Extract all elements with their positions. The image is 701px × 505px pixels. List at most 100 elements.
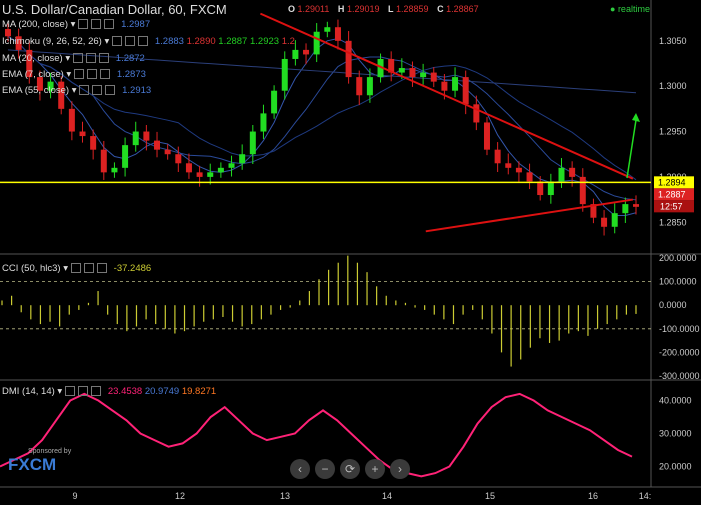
- candle-body: [249, 131, 256, 155]
- cci-tick-label: 100.0000: [659, 277, 697, 287]
- price-tick-label: 1.3050: [659, 36, 687, 46]
- forecast-arrowhead: [632, 113, 640, 122]
- candle-body: [122, 145, 129, 168]
- close-icon[interactable]: [105, 85, 116, 96]
- legend-cci[interactable]: CCI (50, hlc3) ▾ -37.2486: [2, 263, 152, 274]
- legend-dmi[interactable]: DMI (14, 14) ▾ 23.4538 20.9749 19.8271: [2, 386, 217, 397]
- visibility-icon[interactable]: [65, 386, 76, 397]
- candle-body: [58, 81, 65, 109]
- scroll-left-button[interactable]: ‹: [290, 459, 310, 479]
- legend-ma200[interactable]: MA (200, close) ▾ 1.2987: [2, 19, 151, 30]
- zoom-in-button[interactable]: +: [365, 459, 385, 479]
- visibility-icon[interactable]: [78, 19, 89, 30]
- candle-body: [547, 181, 554, 196]
- candle-body: [420, 72, 427, 78]
- visibility-icon[interactable]: [73, 53, 84, 64]
- candle-body: [345, 40, 352, 78]
- candle-body: [324, 27, 331, 32]
- price-tick-label: 1.3000: [659, 81, 687, 91]
- time-axis-label: 16: [588, 491, 598, 501]
- candle-body: [292, 49, 299, 59]
- settings-icon[interactable]: [86, 53, 97, 64]
- ohlc-high: H 1.29019: [337, 4, 380, 14]
- candle-body: [473, 104, 480, 123]
- cci-tick-label: -300.0000: [659, 371, 700, 381]
- candle-body: [100, 149, 107, 173]
- candle-body: [90, 136, 97, 150]
- close-icon[interactable]: [100, 69, 111, 80]
- price-badge-last-text: 1.2887: [658, 189, 686, 199]
- candle-body: [537, 181, 544, 196]
- realtime-indicator: ● realtime: [610, 4, 650, 14]
- candle-body: [505, 163, 512, 168]
- candle-body: [15, 36, 22, 50]
- candle-body: [164, 149, 171, 155]
- legend-ema7[interactable]: EMA (7, close) ▾ 1.2873: [2, 69, 146, 80]
- visibility-icon[interactable]: [71, 263, 82, 274]
- fxcm-logo: Sponsored by FXCM: [8, 448, 72, 474]
- candle-body: [611, 213, 618, 227]
- candle-body: [558, 167, 565, 182]
- candle-body: [356, 77, 363, 96]
- ohlc-low: L 1.28859: [388, 4, 429, 14]
- candle-body: [185, 163, 192, 173]
- close-icon[interactable]: [104, 19, 115, 30]
- candle-body: [452, 77, 459, 91]
- candle-body: [409, 68, 416, 78]
- scroll-right-button[interactable]: ›: [390, 459, 410, 479]
- dmi-tick-label: 30.0000: [659, 429, 692, 439]
- time-axis-label: 15: [485, 491, 495, 501]
- price-badge-last: [654, 188, 694, 201]
- forecast-arrow: [626, 119, 637, 179]
- settings-icon[interactable]: [87, 69, 98, 80]
- reset-button[interactable]: ⟳: [340, 459, 360, 479]
- dmi-tick-label: 20.0000: [659, 462, 692, 472]
- price-badge-level-text: 1.2894: [658, 177, 686, 187]
- dmi-line: [0, 392, 633, 478]
- settings-icon[interactable]: [84, 263, 95, 274]
- candle-body: [462, 77, 469, 105]
- candle-body: [207, 172, 214, 177]
- close-icon[interactable]: [97, 263, 108, 274]
- candle-body: [526, 172, 533, 182]
- upper-trendline: [259, 12, 634, 180]
- legend-ema55[interactable]: EMA (55, close) ▾ 1.2913: [2, 85, 152, 96]
- legend-ma20[interactable]: MA (20, close) ▾ 1.2872: [2, 53, 145, 64]
- settings-icon[interactable]: [78, 386, 89, 397]
- candle-body: [388, 58, 395, 73]
- visibility-icon[interactable]: [79, 85, 90, 96]
- candle-body: [281, 58, 288, 91]
- candle-body: [441, 81, 448, 91]
- candle-body: [239, 154, 246, 164]
- settings-icon[interactable]: [92, 85, 103, 96]
- chart-title: U.S. Dollar/Canadian Dollar, 60, FXCM: [2, 2, 227, 17]
- candle-body: [217, 167, 224, 173]
- candle-body: [36, 77, 43, 91]
- candle-body: [175, 154, 182, 164]
- settings-icon[interactable]: [91, 19, 102, 30]
- time-axis-label: 13: [280, 491, 290, 501]
- zoom-out-button[interactable]: −: [315, 459, 335, 479]
- candle-body: [590, 204, 597, 218]
- close-icon[interactable]: [99, 53, 110, 64]
- candle-body: [622, 204, 629, 214]
- candle-body: [260, 113, 267, 132]
- moving-average-line: [7, 35, 637, 181]
- candle-body: [430, 72, 437, 82]
- ohlc-close: C 1.28867: [437, 4, 479, 14]
- candle-body: [377, 58, 384, 78]
- visibility-icon[interactable]: [74, 69, 85, 80]
- candle-body: [5, 29, 11, 37]
- settings-icon[interactable]: [125, 36, 136, 47]
- visibility-icon[interactable]: [112, 36, 123, 47]
- price-badge-level: [654, 176, 694, 189]
- candle-body: [303, 49, 310, 55]
- candle-body: [68, 108, 75, 132]
- price-tick-label: 1.2850: [659, 217, 687, 227]
- close-icon[interactable]: [138, 36, 149, 47]
- legend-ichimoku[interactable]: Ichimoku (9, 26, 52, 26) ▾ 1.2883 1.2890…: [2, 36, 295, 47]
- candle-body: [334, 27, 341, 41]
- countdown-badge: [654, 200, 694, 213]
- close-icon[interactable]: [91, 386, 102, 397]
